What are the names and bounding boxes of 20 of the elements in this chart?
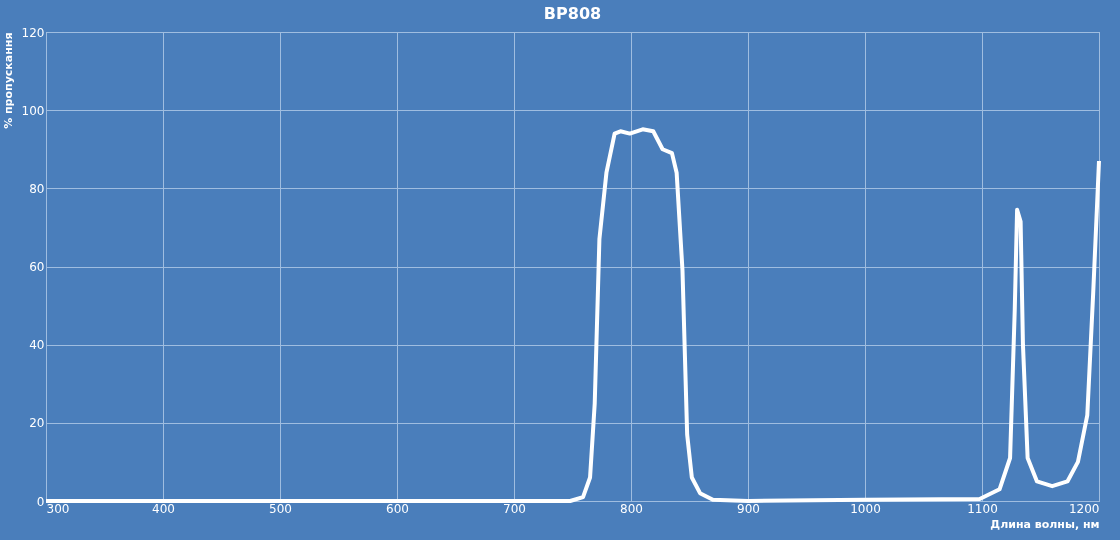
x-tick-label: 900: [737, 501, 760, 516]
x-tick-label: 300: [46, 501, 70, 516]
x-tick-label: 1200: [1068, 501, 1100, 516]
x-tick-label: 400: [152, 501, 175, 516]
chart-title: BP808: [543, 4, 602, 23]
x-tick-label: 1000: [850, 501, 881, 516]
x-tick-label: 500: [269, 501, 292, 516]
y-tick-label: 0: [36, 494, 45, 509]
y-tick-label: 100: [21, 103, 45, 118]
x-tick-label: 1100: [967, 501, 998, 516]
y-tick-label: 80: [29, 181, 45, 196]
y-tick-label: 120: [21, 25, 45, 40]
y-tick-label: 60: [29, 260, 45, 274]
x-axis-title: Длина волны, нм: [990, 517, 1100, 531]
x-tick-label: 800: [620, 501, 643, 516]
y-tick-label: 20: [29, 416, 45, 431]
x-tick-label: 700: [503, 501, 526, 516]
y-tick-label: 40: [29, 338, 45, 353]
y-axis-title: % пропускання: [1, 32, 15, 129]
x-tick-label: 600: [386, 501, 409, 516]
